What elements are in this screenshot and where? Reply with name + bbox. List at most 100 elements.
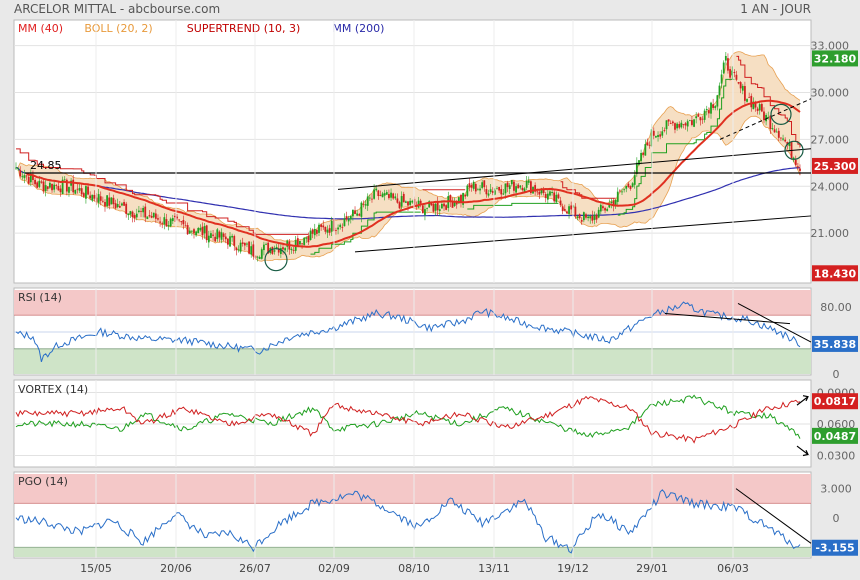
candle-body <box>502 193 505 195</box>
candle-body <box>674 123 676 130</box>
candle-body <box>142 207 145 213</box>
period-label[interactable]: 1 AN - JOUR <box>740 2 811 16</box>
candle-body <box>604 208 606 211</box>
candle-body <box>163 217 166 225</box>
candle-body <box>521 187 524 191</box>
candle-body <box>38 180 41 187</box>
candle-body <box>169 218 172 227</box>
candle-body <box>616 191 619 202</box>
candle-body <box>231 235 234 238</box>
candle-body <box>256 256 259 258</box>
candle-body <box>21 176 24 178</box>
highlight-circle <box>784 140 804 160</box>
candle-body <box>663 130 666 131</box>
supertrend-segment <box>467 202 559 210</box>
candle-body <box>483 180 486 188</box>
candle-body <box>525 181 528 188</box>
candle-body <box>430 202 433 206</box>
supertrend-segment <box>736 55 801 148</box>
pgo-trendline <box>735 488 812 544</box>
vortex-plus-badge: 0.0487 <box>814 430 856 443</box>
high-price-badge: 32.180 <box>814 52 857 65</box>
candle-body <box>59 188 62 193</box>
candle-body <box>68 187 70 193</box>
candle-body <box>559 200 562 206</box>
candle-body <box>110 197 113 205</box>
candle-body <box>489 189 492 193</box>
candle-body <box>339 224 342 228</box>
candle-body <box>491 190 494 193</box>
candle-body <box>697 114 700 117</box>
candle-body <box>108 197 111 206</box>
candle-body <box>540 188 543 194</box>
candle-body <box>250 246 253 255</box>
candle-body <box>118 205 121 208</box>
rsi-last-badge: 35.838 <box>814 338 856 351</box>
vortex-minus-badge-bg <box>812 393 858 410</box>
candle-body <box>284 248 287 251</box>
candle-body <box>763 111 765 121</box>
candle-body <box>693 119 695 127</box>
candle-body <box>777 130 780 138</box>
vortex-plus-line <box>15 394 801 439</box>
candle-body <box>182 220 185 225</box>
candle-body <box>453 202 456 207</box>
candle-body <box>756 108 759 111</box>
candle-body <box>383 193 386 196</box>
candle-body <box>739 82 742 89</box>
candle-body <box>618 190 621 192</box>
candle-body <box>640 152 642 161</box>
candle-body <box>186 225 189 235</box>
candle-body <box>710 102 712 114</box>
candle-body <box>661 131 664 136</box>
candle-body <box>197 228 200 234</box>
candle-body <box>207 235 210 243</box>
candle-body <box>241 242 244 244</box>
candle-body <box>157 218 159 220</box>
candle-body <box>642 152 645 155</box>
candle-body <box>720 74 723 84</box>
supertrend-segment <box>617 78 735 216</box>
candle-body <box>152 212 155 218</box>
candle-body <box>784 139 787 142</box>
candle-body <box>523 188 526 192</box>
candle-body <box>61 179 64 195</box>
candle-body <box>46 186 49 189</box>
candle-body <box>477 189 479 191</box>
candle-body <box>93 194 96 199</box>
pgo-last-badge-bg <box>812 539 858 556</box>
candle-body <box>682 124 685 126</box>
candle-body <box>296 238 299 247</box>
candle-body <box>19 170 22 177</box>
candle-body <box>585 214 587 218</box>
candle-body <box>587 216 590 219</box>
candle-body <box>716 95 719 107</box>
candle-body <box>224 236 227 240</box>
candle-body <box>504 183 507 194</box>
candle-body <box>625 185 628 189</box>
candle-body <box>375 188 378 191</box>
candle-body <box>263 244 265 251</box>
candle-body <box>771 128 774 130</box>
x-tick-label: 20/06 <box>160 562 192 575</box>
candle-body <box>320 224 323 227</box>
candle-body <box>659 134 662 137</box>
candle-body <box>364 204 367 206</box>
candle-body <box>665 120 668 130</box>
candle-body <box>752 101 755 110</box>
lower-channel-line <box>354 215 812 253</box>
candle-body <box>307 236 310 243</box>
candle-body <box>428 201 431 208</box>
chart-title: ARCELOR MITTAL - abcbourse.com <box>14 2 220 16</box>
candle-body <box>252 244 255 257</box>
candle-body <box>754 102 757 108</box>
candle-body <box>402 193 405 203</box>
candle-body <box>549 191 551 196</box>
candle-body <box>25 175 28 177</box>
candle-body <box>324 226 327 232</box>
candle-body <box>485 189 488 195</box>
rsi-trendline <box>737 302 812 343</box>
rsi-line <box>15 301 801 363</box>
bollinger-band <box>16 51 800 262</box>
candle-body <box>481 182 484 188</box>
